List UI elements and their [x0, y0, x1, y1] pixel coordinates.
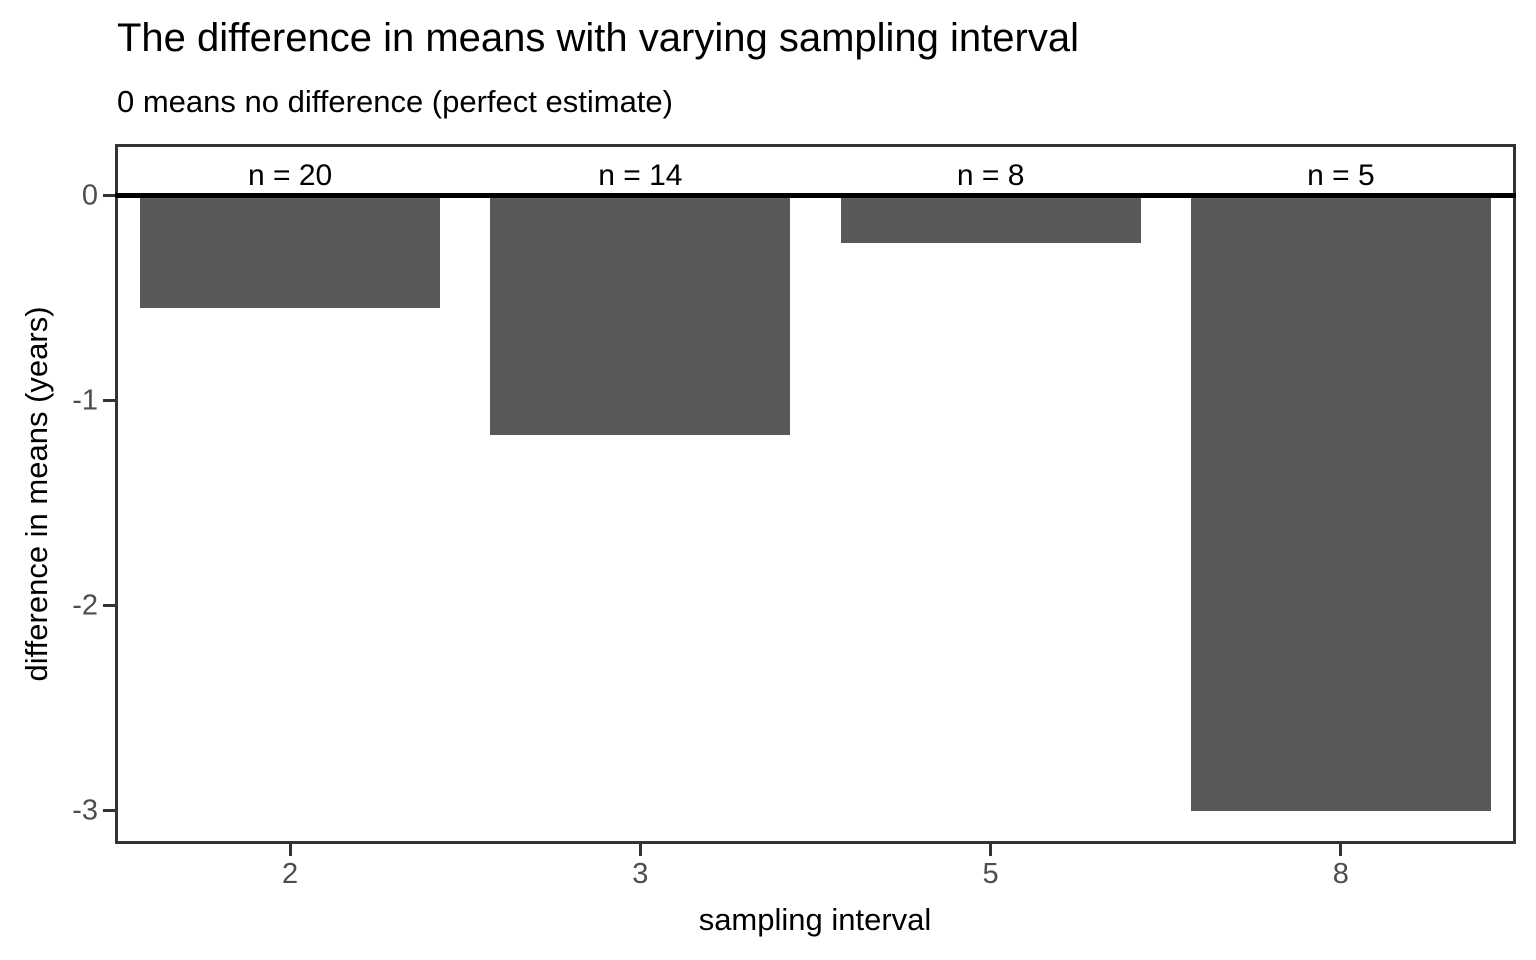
bar-annotation: n = 20	[248, 158, 333, 192]
x-tick-mark	[1339, 843, 1343, 856]
y-tick-mark	[103, 604, 115, 608]
x-tick-mark	[989, 843, 993, 856]
x-tick-label: 3	[632, 858, 649, 890]
y-tick-mark	[103, 194, 115, 197]
chart-subtitle: 0 means no difference (perfect estimate)	[117, 84, 673, 119]
bar	[490, 195, 791, 436]
y-tick-label: -1	[72, 384, 98, 417]
x-tick-mark	[638, 843, 642, 856]
chart-title: The difference in means with varying sam…	[117, 16, 1079, 60]
y-tick-label: -3	[72, 794, 98, 827]
y-tick-label: -2	[72, 589, 98, 622]
bar-annotation: n = 5	[1307, 158, 1375, 192]
y-tick-mark	[103, 809, 115, 813]
y-tick-label: 0	[81, 179, 98, 211]
bar-annotation: n = 8	[956, 158, 1025, 192]
x-axis-title: sampling interval	[698, 902, 932, 937]
y-axis-title: difference in means (years)	[19, 306, 54, 682]
bar-annotation: n = 14	[598, 158, 683, 192]
x-tick-label: 2	[282, 858, 299, 890]
x-tick-label: 5	[982, 858, 999, 890]
zero-baseline	[115, 193, 1516, 198]
x-tick-mark	[288, 843, 292, 856]
bar	[840, 195, 1141, 243]
y-tick-mark	[103, 399, 115, 403]
bar	[1190, 195, 1491, 811]
bar	[140, 195, 441, 309]
x-tick-label: 8	[1332, 858, 1349, 890]
